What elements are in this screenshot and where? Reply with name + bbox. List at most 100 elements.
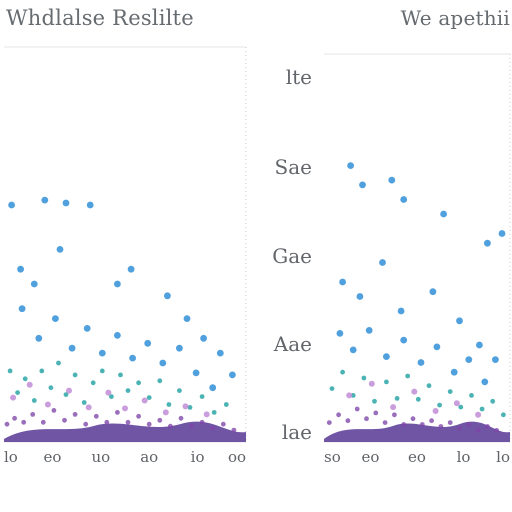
right-chart-series-1-point-13: [456, 317, 463, 325]
right-chart-x-tick-3: eo: [408, 448, 426, 466]
left-chart-series-2-point-8: [63, 392, 69, 397]
right-chart-series-2-point-9: [415, 396, 421, 402]
left-chart-series-3-point-20: [199, 419, 205, 425]
right-chart-series-1-point-15: [492, 356, 499, 363]
left-chart-series-2-point-18: [157, 378, 163, 384]
left-chart-series-3-point-16: [157, 417, 163, 423]
left-chart-series-3-point-5: [40, 419, 46, 425]
left-chart-series-4-point-3: [44, 401, 51, 408]
middle-axis-label-5: lae: [281, 420, 312, 444]
right-chart-series-1-point-5: [440, 210, 447, 218]
left-chart-series-3-point-8: [72, 412, 78, 417]
right-chart-series-4-point-5: [432, 408, 439, 414]
right-chart-series-1-point-21: [417, 359, 425, 366]
left-chart-x-tick-4: ao: [140, 448, 158, 466]
left-chart-x-tick-3: uo: [91, 448, 110, 466]
middle-axis-label-4: Aae: [273, 332, 312, 356]
right-scatter-chart: so eo eo lo lo: [324, 53, 511, 466]
right-chart-series-3-point-4: [354, 406, 360, 412]
right-chart-series-2-point-7: [394, 396, 400, 401]
left-chart-series-4-point-1: [10, 394, 17, 401]
left-chart-series-1-point-27: [209, 384, 217, 392]
left-chart-series-2-point-1: [7, 368, 13, 374]
right-chart-series-1-point-6: [484, 239, 491, 247]
right-chart-series-4-point-1: [346, 392, 353, 399]
left-chart-series-2-point-22: [199, 394, 205, 399]
left-chart-series-1-point-6: [30, 280, 38, 288]
left-chart-series-3-point-10: [93, 413, 99, 419]
right-chart-series-2-point-5: [372, 398, 377, 404]
left-chart-series-4-point-10: [182, 403, 189, 410]
right-chart-series-3-point-18: [485, 424, 490, 429]
left-chart-series-2-point-7: [56, 360, 61, 366]
left-chart-series-2-point-15: [125, 388, 131, 393]
left-chart-series-3-point-19: [189, 423, 195, 429]
left-chart-series-4-point-7: [122, 405, 128, 412]
middle-axis-label-2: Sae: [274, 155, 312, 179]
left-chart-series-1-point-10: [164, 292, 171, 300]
left-chart-series-1-point-9: [127, 265, 135, 273]
right-chart-title: We apethii: [400, 6, 510, 30]
right-chart-series-1-point-3: [388, 176, 396, 184]
left-chart-series-3-point-13: [125, 419, 131, 425]
left-chart-series-1-point-24: [159, 359, 167, 367]
left-chart-x-tick-2: eo: [43, 448, 61, 466]
right-chart-series-3-point-11: [419, 422, 425, 427]
left-chart-series-1-point-23: [144, 339, 152, 347]
left-chart-series-3-point-15: [146, 421, 152, 427]
right-chart-series-1-point-19: [383, 353, 390, 360]
right-chart-series-2-point-1: [329, 386, 335, 391]
right-chart-series-4-point-6: [453, 400, 460, 407]
left-chart-series-1-point-12: [200, 334, 208, 342]
left-chart-series-2-point-4: [31, 398, 37, 403]
right-chart-x-tick-2: eo: [362, 448, 380, 466]
left-chart-series-4-point-9: [162, 409, 169, 416]
left-chart-series-2-point-14: [118, 372, 123, 378]
right-chart-series-1-point-11: [397, 307, 405, 315]
right-chart-series-3-point-19: [494, 428, 500, 433]
left-chart-density-base: [4, 421, 246, 442]
right-chart-series-2-point-8: [405, 373, 411, 379]
right-chart-series-2-point-4: [361, 375, 367, 381]
right-chart-series-3-point-12: [429, 418, 434, 424]
right-chart-series-1-point-16: [336, 330, 344, 337]
right-chart-series-1-point-20: [400, 336, 408, 344]
right-chart-series-1-point-18: [365, 327, 373, 334]
right-chart-series-2-point-11: [437, 402, 442, 408]
left-chart-series-1-point-15: [18, 305, 26, 313]
left-chart-series-3-point-21: [210, 425, 216, 431]
right-chart-series-1-point-8: [339, 278, 346, 286]
right-chart-series-1-point-25: [481, 378, 489, 386]
left-chart-series-3-point-17: [168, 423, 173, 429]
right-chart-series-1-point-7: [498, 230, 506, 237]
left-chart-series-2-point-6: [48, 385, 54, 391]
right-chart-series-2-point-16: [490, 398, 496, 404]
right-chart-series-3-point-17: [475, 428, 481, 433]
left-chart-series-3-point-2: [12, 415, 17, 421]
left-chart-series-1-point-11: [183, 315, 191, 322]
left-chart-series-1-point-17: [52, 315, 59, 322]
left-chart-series-2-point-2: [15, 390, 20, 395]
right-chart-series-3-point-10: [410, 416, 416, 422]
left-chart-series-4-point-5: [85, 404, 92, 411]
left-chart-series-1-point-1: [8, 201, 16, 209]
right-chart-series-4-point-7: [475, 411, 482, 418]
right-chart-series-3-point-14: [447, 420, 453, 425]
left-chart-series-1-point-5: [17, 265, 24, 273]
left-chart-series-1-point-21: [114, 332, 121, 339]
right-chart-x-tick-4: lo: [457, 448, 471, 466]
left-chart-series-3-point-14: [136, 413, 142, 419]
right-chart-series-4-point-4: [411, 388, 418, 395]
right-chart-series-1-point-2: [359, 181, 366, 189]
left-chart-series-2-point-17: [146, 395, 152, 400]
left-chart-x-tick-1: lo: [4, 448, 18, 466]
left-chart-title: Whdlalse Reslilte: [6, 6, 194, 30]
left-chart-series-4-point-6: [105, 389, 112, 396]
left-chart-series-1-point-25: [176, 344, 183, 352]
right-chart-series-3-point-3: [345, 418, 351, 424]
left-chart-series-4-point-11: [203, 411, 210, 418]
middle-axis-label-3: Gae: [272, 244, 312, 268]
right-chart-series-3-point-16: [466, 422, 472, 427]
right-chart-series-3-point-6: [373, 410, 379, 416]
